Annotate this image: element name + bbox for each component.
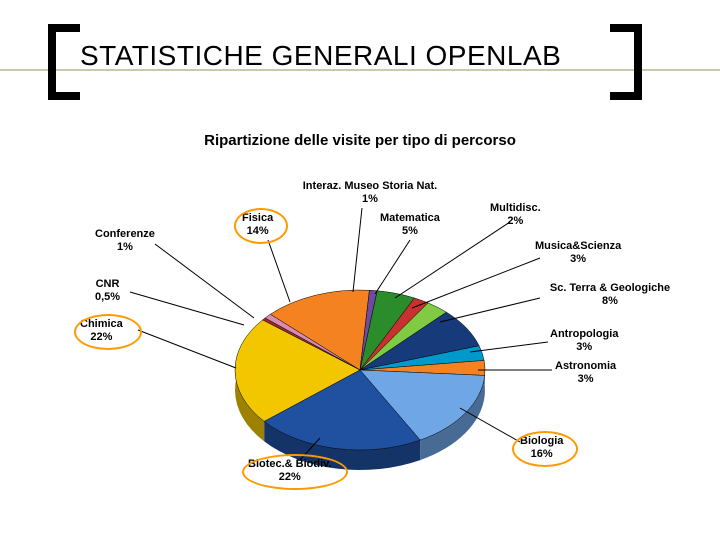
- leader-line: [138, 330, 236, 368]
- highlight-fisica: [234, 208, 288, 244]
- leader-line: [155, 244, 254, 318]
- bracket-right: [610, 24, 642, 100]
- pie-svg: [0, 170, 720, 540]
- highlight-biologia: [512, 431, 578, 467]
- slice-label-antropologia: Antropologia3%: [550, 328, 618, 354]
- slice-label-musica: Musica&Scienza3%: [535, 240, 621, 266]
- highlight-chimica: [74, 314, 142, 350]
- leader-line: [353, 208, 362, 292]
- leader-line: [412, 258, 540, 308]
- leader-line: [268, 240, 290, 302]
- leader-line: [470, 342, 548, 352]
- chart-subtitle: Ripartizione delle visite per tipo di pe…: [0, 132, 720, 149]
- slice-label-multidisc: Multidisc.2%: [490, 202, 541, 228]
- slice-label-scterra: Sc. Terra & Geologiche8%: [535, 282, 685, 308]
- slice-label-cnr: CNR0,5%: [95, 278, 120, 304]
- leader-line: [375, 240, 410, 294]
- bracket-left: [48, 24, 80, 100]
- slice-label-matematica: Matematica5%: [380, 212, 440, 238]
- leader-line: [440, 298, 540, 322]
- page-title: STATISTICHE GENERALI OPENLAB: [80, 40, 561, 72]
- highlight-biotec: [242, 454, 348, 490]
- pie-chart: Chimica22%CNR0,5%Conferenze1%Fisica14%In…: [0, 170, 720, 540]
- slice-label-conferenze: Conferenze1%: [95, 228, 155, 254]
- slice-label-astronomia: Astronomia3%: [555, 360, 616, 386]
- slice-label-interaz: Interaz. Museo Storia Nat.1%: [290, 180, 450, 206]
- leader-line: [130, 292, 244, 325]
